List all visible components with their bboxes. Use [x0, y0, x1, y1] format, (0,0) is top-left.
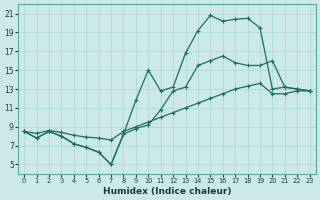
X-axis label: Humidex (Indice chaleur): Humidex (Indice chaleur)	[103, 187, 231, 196]
